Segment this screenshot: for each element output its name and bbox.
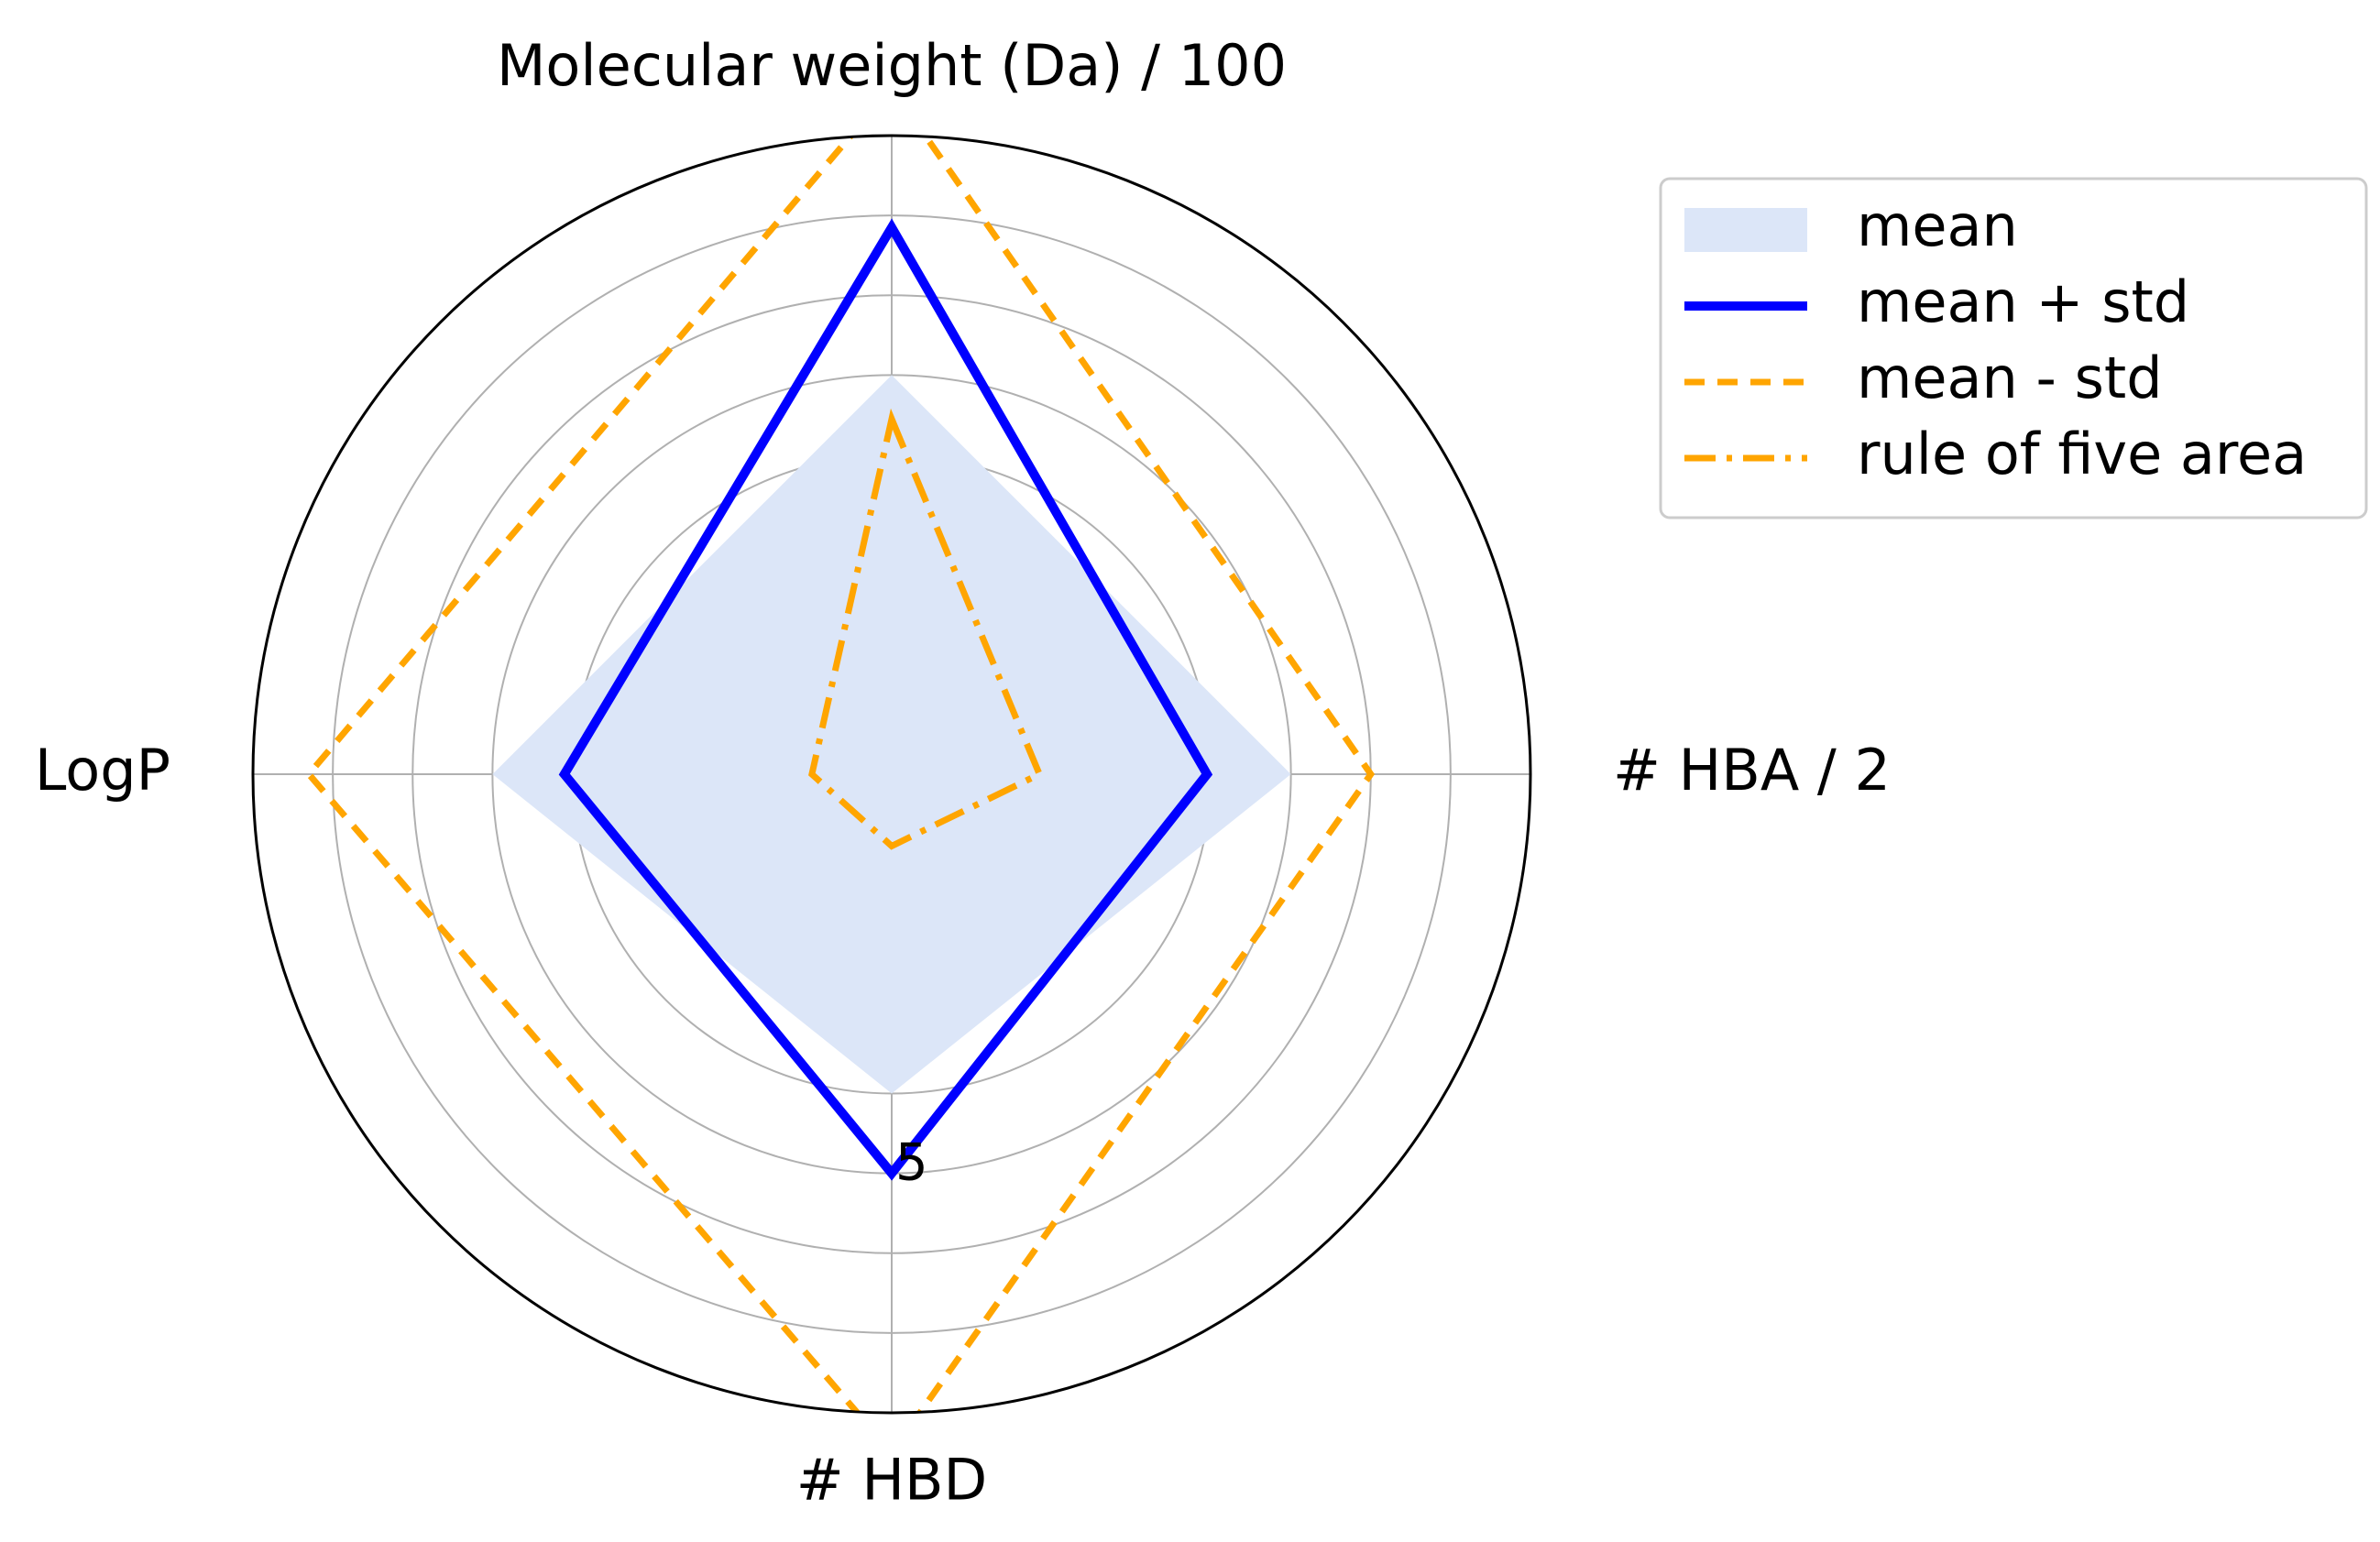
axis-label-logp: LogP [35,737,170,804]
series-rule-of-five-area [808,408,1044,850]
outer-frame [251,134,1532,1415]
legend-item-mean-std: mean - std [1684,344,2163,411]
legend-item-mean: mean [1684,192,2018,259]
axis-label-hba-2: # HBA / 2 [1613,737,1891,804]
radial-tick-5: 5 [895,1133,928,1193]
legend-item-mean-std: mean + std [1684,268,2189,335]
axis-labels: Molecular weight (Da) / 100 # HBA / 2 # HB… [35,32,1891,1513]
legend-item-rule-of-five-area: rule of five area [1684,421,2307,487]
series-layer [304,136,1376,1413]
legend-label: mean + std [1857,268,2189,335]
legend-label: mean [1857,192,2018,259]
legend: mean mean + std mean - std rule of five are… [1659,177,2368,519]
legend-swatch [1684,208,1807,252]
axis-label-molecular-weight-da-100: Molecular weight (Da) / 100 [497,32,1287,99]
series-mean [492,375,1291,1094]
polar-frame [251,134,1532,1415]
legend-box [1659,177,2368,519]
axis-label-hbd: # HBD [796,1446,988,1513]
legend-label: rule of five area [1857,421,2307,487]
radial-tick-labels: 5 [895,1133,928,1193]
legend-label: mean - std [1857,344,2163,411]
series-mean-std [558,218,1213,1181]
